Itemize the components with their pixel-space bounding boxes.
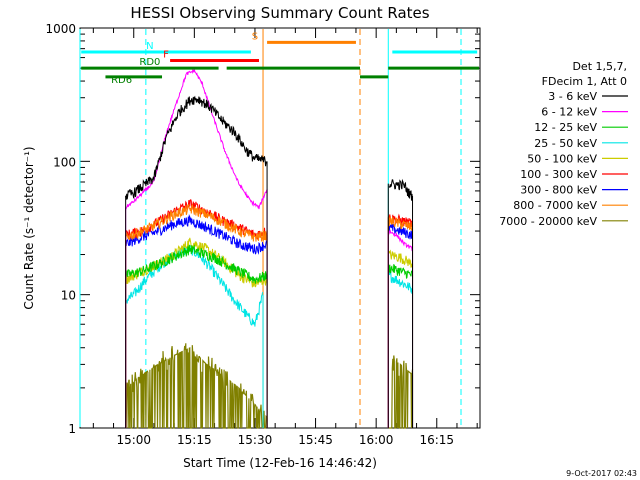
series-line-3	[125, 244, 413, 284]
y-axis-label: Count Rate (s⁻¹ detector⁻¹)	[22, 146, 36, 309]
flag-label-rd0: RD0	[139, 57, 160, 68]
flag-label-rd6: RD6	[111, 75, 132, 86]
x-tick-label: 15:30	[238, 433, 273, 447]
footer-timestamp: 9-Oct-2017 02:43	[566, 469, 637, 478]
y-tick-label: 1	[68, 422, 76, 436]
plot-area: 1 10 100 1000 15:00 15:15 15:30 15:45 16:00 16:15…	[45, 22, 481, 447]
legend-header-line-2: FDecim 1, Att 0	[542, 75, 627, 88]
legend-label-7: 300 - 800 keV	[520, 184, 597, 197]
legend-label-8: 800 - 7000 keV	[513, 199, 597, 212]
x-tick-label: 15:45	[298, 433, 333, 447]
legend: 3 - 6 keV 6 - 12 keV 12 - 25 keV 25 - 50 ke…	[499, 90, 628, 228]
x-axis-label: Start Time (12-Feb-16 14:46:42)	[183, 456, 377, 470]
y-tick-label: 1000	[45, 22, 76, 36]
legend-label-2: 6 - 12 keV	[541, 106, 597, 119]
series-line-8	[125, 203, 413, 242]
legend-label-3: 12 - 25 keV	[534, 121, 597, 134]
series-line-9	[125, 343, 414, 429]
x-tick-label: 15:15	[177, 433, 212, 447]
legend-label-9: 7000 - 20000 keV	[499, 215, 597, 228]
x-tick-label: 15:00	[116, 433, 151, 447]
legend-header-line-1: Det 1,5,7,	[572, 60, 627, 73]
flag-label-f: F	[163, 50, 169, 61]
chart-title: HESSI Observing Summary Count Rates	[130, 4, 429, 22]
y-tick-label: 10	[61, 289, 76, 303]
legend-label-1: 3 - 6 keV	[548, 90, 597, 103]
y-tick-label: 100	[53, 155, 76, 169]
x-tick-label: 16:00	[359, 433, 394, 447]
series-line-1	[125, 95, 413, 202]
legend-label-4: 25 - 50 keV	[534, 137, 597, 150]
legend-label-5: 50 - 100 keV	[527, 152, 597, 165]
series-line-2	[125, 68, 413, 252]
flag-label-n: N	[146, 41, 153, 52]
legend-label-6: 100 - 300 keV	[520, 168, 597, 181]
x-tick-label: 16:15	[419, 433, 454, 447]
flag-label-s: S	[252, 31, 258, 42]
